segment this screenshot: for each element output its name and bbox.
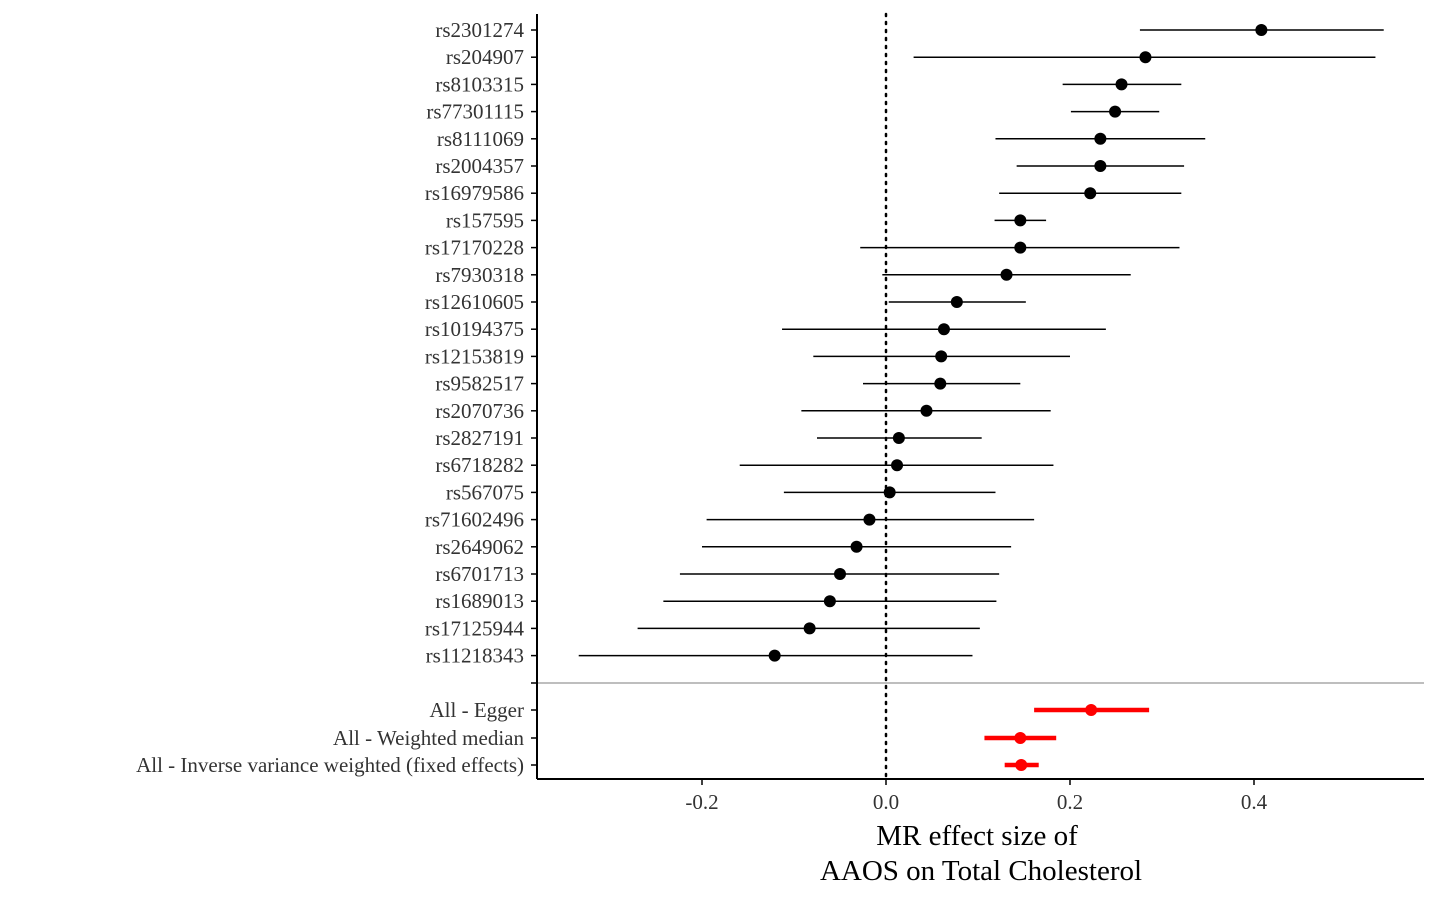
snp-label-19: rs2649062 [435, 535, 524, 559]
x-axis-title-line-2: AAOS on Total Cholesterol [820, 855, 1142, 887]
axes-layer [531, 14, 1424, 785]
snp-label-14: rs2070736 [435, 399, 524, 423]
snp-estimate-point-6 [1084, 187, 1097, 200]
snp-label-20: rs6701713 [435, 562, 524, 586]
estimate-point-layer [768, 24, 1268, 771]
snp-label-21: rs1689013 [435, 589, 524, 613]
snp-estimate-point-4 [1094, 132, 1107, 145]
snp-estimate-point-1 [1139, 51, 1152, 64]
x-tick-label-2: 0.2 [1057, 790, 1083, 814]
snp-estimate-point-19 [850, 540, 863, 553]
snp-estimate-point-22 [803, 622, 816, 635]
snp-estimate-point-11 [937, 323, 950, 336]
snp-label-23: rs11218343 [426, 644, 524, 668]
snp-estimate-point-9 [1000, 268, 1013, 281]
snp-label-4: rs8111069 [437, 127, 524, 151]
snp-estimate-point-0 [1255, 24, 1268, 36]
snp-label-17: rs567075 [446, 480, 524, 504]
summary-estimate-point-1 [1014, 732, 1027, 744]
summary-label-2: All - Inverse variance weighted (fixed e… [136, 753, 524, 777]
summary-label-1: All - Weighted median [333, 726, 524, 750]
x-tick-label-0: -0.2 [685, 790, 718, 814]
snp-estimate-point-23 [768, 649, 781, 662]
confidence-interval-layer [578, 29, 1384, 768]
snp-label-8: rs17170228 [425, 236, 524, 260]
snp-label-11: rs10194375 [425, 317, 524, 341]
summary-estimate-point-2 [1015, 759, 1028, 771]
summary-estimate-point-0 [1085, 704, 1098, 716]
x-tick-label-3: 0.4 [1241, 790, 1268, 814]
snp-estimate-point-14 [920, 404, 933, 417]
x-tick-label-1: 0.0 [873, 790, 899, 814]
snp-label-2: rs8103315 [435, 72, 524, 96]
snp-label-7: rs157595 [446, 208, 524, 232]
snp-estimate-point-7 [1014, 214, 1027, 227]
y-tick-labels: rs2301274 rs204907 rs8103315 rs77301115 rs81… [136, 18, 524, 777]
snp-estimate-point-13 [934, 377, 947, 390]
snp-estimate-point-2 [1115, 78, 1128, 91]
snp-label-13: rs9582517 [435, 372, 524, 396]
snp-estimate-point-5 [1094, 160, 1107, 172]
snp-estimate-point-10 [950, 296, 963, 308]
snp-label-15: rs2827191 [435, 426, 524, 450]
snp-label-3: rs77301115 [426, 100, 524, 124]
snp-estimate-point-17 [883, 486, 896, 499]
snp-label-10: rs12610605 [425, 290, 524, 314]
x-tick-labels: -0.2 0.0 0.2 0.4 [685, 790, 1267, 814]
snp-estimate-point-21 [823, 595, 836, 608]
snp-estimate-point-12 [935, 350, 948, 363]
snp-label-1: rs204907 [446, 45, 524, 69]
snp-label-16: rs6718282 [435, 453, 524, 477]
snp-label-6: rs16979586 [425, 181, 524, 205]
x-axis-title-line-1: MR effect size of [876, 820, 1078, 852]
snp-estimate-point-16 [891, 459, 904, 472]
snp-estimate-point-8 [1014, 241, 1027, 254]
summary-label-0: All - Egger [430, 698, 524, 722]
snp-label-5: rs2004357 [435, 154, 524, 178]
snp-estimate-point-15 [892, 432, 905, 444]
snp-label-0: rs2301274 [435, 18, 524, 42]
snp-estimate-point-3 [1109, 105, 1122, 118]
snp-estimate-point-18 [863, 513, 876, 526]
snp-label-22: rs17125944 [425, 616, 525, 640]
snp-label-18: rs71602496 [425, 508, 524, 532]
snp-label-9: rs7930318 [435, 263, 524, 287]
snp-estimate-point-20 [834, 568, 846, 580]
snp-label-12: rs12153819 [425, 344, 524, 368]
